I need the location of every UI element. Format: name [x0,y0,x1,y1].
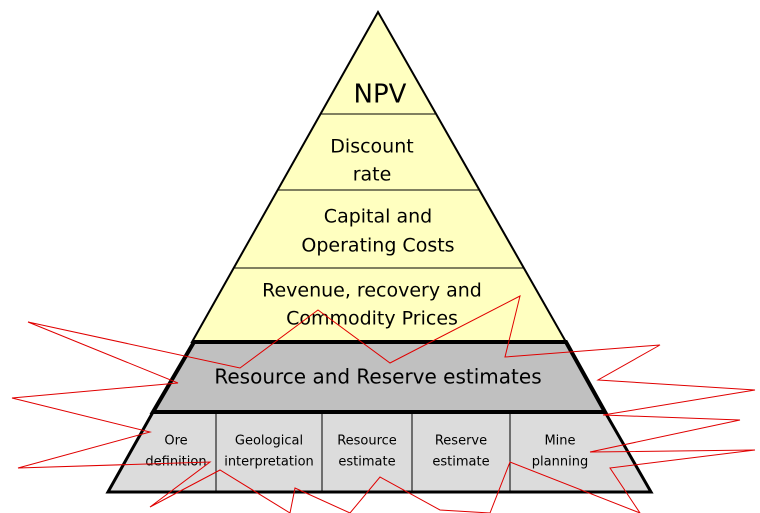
cell-text: Reserve [435,434,487,449]
base-row [105,410,654,494]
level-text: Operating Costs [301,235,454,257]
band-text: Resource and Reserve estimates [214,365,541,389]
cell-text: interpretation [224,455,314,470]
starburst [11,295,756,513]
level-text: Commodity Prices [286,308,458,330]
cell-text: Mine [544,434,575,449]
level-text: Capital and [324,206,432,228]
level-text: NPV [354,80,407,110]
cell-text: definition [145,455,206,470]
level-text: Revenue, recovery and [262,280,482,302]
cell-text: estimate [338,455,395,470]
cell-text: estimate [432,455,489,470]
level-text: rate [353,164,392,186]
level-text: Discount [330,136,413,158]
resource-band [149,340,609,414]
cell-text: Resource [337,434,397,449]
cell-text: Ore [164,434,187,449]
cell-text: planning [532,455,588,470]
cell-text: Geological [235,434,303,449]
